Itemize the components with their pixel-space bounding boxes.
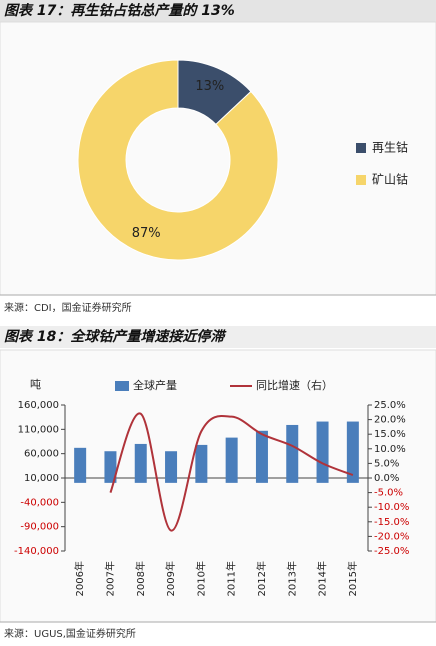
chart-panel xyxy=(0,21,436,296)
source: 来源：UGUS,国金证券研究所 xyxy=(4,627,136,640)
bar xyxy=(195,444,208,483)
y-tick-label: 110,000 xyxy=(18,424,59,435)
y2-tick-label: 0.0% xyxy=(374,473,399,484)
y-axis-label: 吨 xyxy=(30,378,41,391)
y2-tick-label: 20.0% xyxy=(374,415,406,426)
legend-swatch xyxy=(356,143,366,153)
title-strip xyxy=(0,0,436,22)
x-tick-label: 2010年 xyxy=(194,561,207,596)
legend-swatch xyxy=(115,381,129,391)
x-tick-label: 2006年 xyxy=(73,561,86,596)
y2-tick-label: -5.0% xyxy=(374,488,403,499)
bar xyxy=(165,451,178,483)
data-label: 87% xyxy=(132,226,161,241)
legend-label: 再生钴 xyxy=(372,140,408,155)
x-tick-label: 2011年 xyxy=(225,561,238,596)
bar xyxy=(346,421,359,483)
figure-title: 图表 17：再生钴占钴总产量的 13% xyxy=(4,2,235,19)
data-label: 13% xyxy=(195,79,224,94)
title-strip xyxy=(0,326,436,348)
source: 来源：CDI，国金证券研究所 xyxy=(4,301,132,314)
y2-tick-label: 5.0% xyxy=(374,458,399,469)
x-tick-label: 2013年 xyxy=(285,561,298,596)
x-tick-label: 2007年 xyxy=(103,561,116,596)
y2-tick-label: 15.0% xyxy=(374,429,406,440)
y-tick-label: 160,000 xyxy=(18,400,59,411)
bar xyxy=(316,421,329,483)
y2-tick-label: -15.0% xyxy=(374,517,409,528)
chart-panel xyxy=(0,349,436,623)
y-tick-label: -140,000 xyxy=(14,546,59,557)
bar xyxy=(255,430,268,483)
figure-title: 图表 18：全球钴产量增速接近停滞 xyxy=(4,328,227,345)
bar xyxy=(134,443,147,483)
legend-label: 全球产量 xyxy=(133,378,177,392)
donut-slice xyxy=(77,59,279,261)
legend-label: 矿山钴 xyxy=(372,172,408,187)
x-tick-label: 2012年 xyxy=(255,561,268,596)
y-tick-label: -90,000 xyxy=(20,522,59,533)
legend-swatch xyxy=(356,175,366,185)
y-tick-label: 10,000 xyxy=(24,473,59,484)
bar xyxy=(286,424,299,483)
y-tick-label: -40,000 xyxy=(20,497,59,508)
y2-tick-label: -10.0% xyxy=(374,502,409,513)
bar xyxy=(74,447,87,483)
bar xyxy=(104,451,117,483)
x-tick-label: 2015年 xyxy=(346,561,359,596)
y2-tick-label: 25.0% xyxy=(374,400,406,411)
y2-tick-label: -20.0% xyxy=(374,531,409,542)
y2-tick-label: -25.0% xyxy=(374,546,409,557)
x-tick-label: 2009年 xyxy=(164,561,177,596)
x-tick-label: 2008年 xyxy=(134,561,147,596)
y-tick-label: 60,000 xyxy=(24,449,59,460)
bar xyxy=(225,437,238,483)
line-series xyxy=(109,412,354,532)
x-tick-label: 2014年 xyxy=(316,561,329,596)
legend-label: 同比增速（右） xyxy=(256,378,333,392)
y2-tick-label: 10.0% xyxy=(374,444,406,455)
